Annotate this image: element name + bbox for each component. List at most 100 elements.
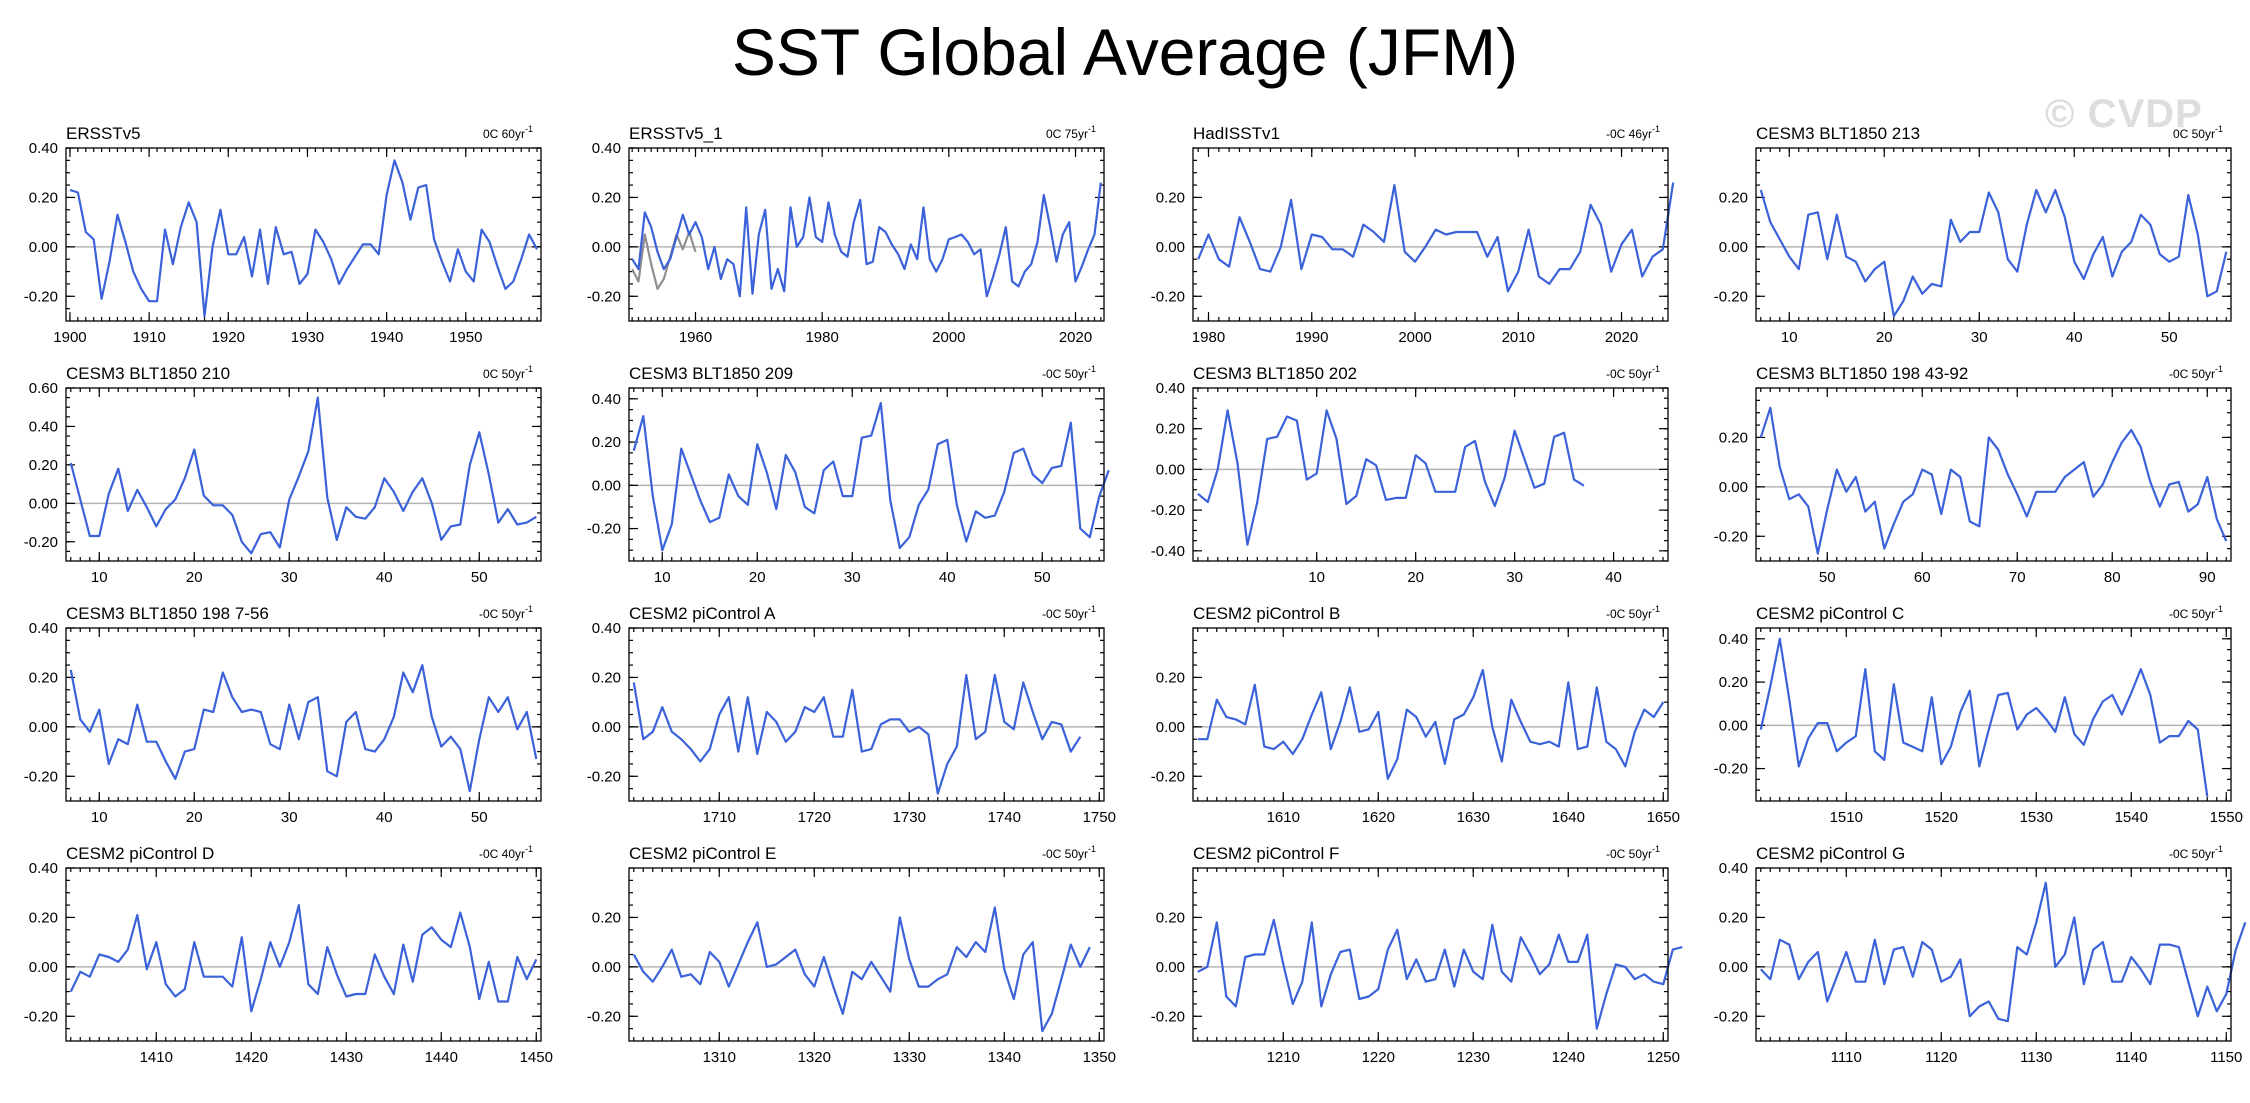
y-tick-label: 0.00 <box>1719 717 1748 734</box>
y-tick-label: -0.20 <box>24 768 58 785</box>
x-tick-label: 1240 <box>1552 1049 1585 1066</box>
y-tick-label: 0.20 <box>29 909 58 926</box>
plot-frame <box>1755 867 2232 1042</box>
y-tick-label: -0.20 <box>24 288 58 305</box>
y-tick-label: 0.00 <box>592 719 621 736</box>
trend-label: -0C 50yr-1 <box>2169 604 2223 621</box>
y-tick-label: -0.20 <box>1714 1008 1748 1025</box>
x-tick-label: 1610 <box>1267 809 1300 826</box>
x-tick-label: 1990 <box>1295 329 1328 346</box>
panel-11: CESM2 piControl B -0C 50yr-1 0.20 0.00 -0.20… <box>1151 604 1680 826</box>
x-tick-label: 1650 <box>1647 809 1680 826</box>
panel-title: CESM3 BLT1850 210 <box>66 364 230 383</box>
plot-frame <box>628 867 1105 1042</box>
y-tick-label: 0.00 <box>1156 959 1185 976</box>
x-tick-label: 1510 <box>1830 809 1863 826</box>
panel-2: ERSSTv5_1 0C 75yr-1 0.40 0.20 0.00 -0.20 1960 1… <box>587 124 1105 346</box>
x-tick-label: 2020 <box>1059 329 1092 346</box>
x-tick-label: 1540 <box>2115 809 2148 826</box>
panel-title: CESM3 BLT1850 198 7-56 <box>66 604 269 623</box>
y-tick-label: -0.20 <box>587 1008 621 1025</box>
x-tick-label: 1630 <box>1457 809 1490 826</box>
panel-1: ERSSTv5 0C 60yr-1 0.40 0.20 0.00 -0.20 1900 191… <box>24 124 542 346</box>
x-tick-label: 20 <box>186 809 203 826</box>
x-tick-label: 1230 <box>1457 1049 1490 1066</box>
panel-title: CESM2 piControl C <box>1756 604 1904 623</box>
x-tick-label: 40 <box>376 809 393 826</box>
plot-frame <box>1192 147 1669 322</box>
x-tick-label: 1980 <box>1192 329 1225 346</box>
x-tick-label: 1250 <box>1647 1049 1680 1066</box>
x-tick-label: 50 <box>471 809 488 826</box>
sst-series-line <box>632 673 1082 795</box>
plot-frame <box>1192 867 1669 1042</box>
sst-series-line <box>1759 406 2228 555</box>
x-tick-label: 1330 <box>893 1049 926 1066</box>
y-tick-label: 0.40 <box>1719 631 1748 648</box>
y-tick-label: 0.40 <box>592 391 621 408</box>
trend-label: -0C 50yr-1 <box>1042 604 1096 621</box>
panel-title: CESM3 BLT1850 209 <box>629 364 793 383</box>
y-tick-label: 0.40 <box>1719 860 1748 877</box>
panel-14: CESM2 piControl E -0C 50yr-1 0.20 0.00 -0.20… <box>587 844 1116 1066</box>
x-tick-label: 1410 <box>140 1049 173 1066</box>
y-tick-label: 0.00 <box>29 495 58 512</box>
panel-8: CESM3 BLT1850 198 43-92 -0C 50yr-1 0.20 0.0… <box>1714 364 2232 586</box>
x-tick-label: 10 <box>654 569 671 586</box>
y-tick-label: 0.00 <box>1719 959 1748 976</box>
x-tick-label: 50 <box>2161 329 2178 346</box>
x-tick-label: 20 <box>749 569 766 586</box>
x-tick-label: 1720 <box>798 809 831 826</box>
trend-label: -0C 50yr-1 <box>2169 844 2223 861</box>
y-tick-label: 0.20 <box>29 669 58 686</box>
y-tick-label: 0.20 <box>592 189 621 206</box>
x-tick-label: 20 <box>186 569 203 586</box>
y-tick-label: 0.00 <box>29 719 58 736</box>
y-tick-label: 0.00 <box>1156 719 1185 736</box>
x-tick-label: 1140 <box>2115 1049 2147 1066</box>
x-tick-label: 30 <box>1971 329 1988 346</box>
plot-frame <box>628 387 1105 562</box>
x-tick-label: 1430 <box>330 1049 363 1066</box>
panel-title: ERSSTv5_1 <box>629 124 723 143</box>
y-tick-label: 0.20 <box>1719 909 1748 926</box>
x-tick-label: 50 <box>471 569 488 586</box>
x-tick-label: 1900 <box>53 329 86 346</box>
panel-title: CESM2 piControl B <box>1193 604 1340 623</box>
x-tick-label: 1730 <box>893 809 926 826</box>
y-tick-label: 0.20 <box>592 909 621 926</box>
sst-series-line <box>1197 409 1585 546</box>
y-tick-label: -0.20 <box>1151 768 1185 785</box>
x-tick-label: 1320 <box>798 1049 831 1066</box>
panel-16: CESM2 piControl G -0C 50yr-1 0.40 0.20 0.00 -… <box>1714 844 2247 1066</box>
x-tick-label: 40 <box>1605 569 1622 586</box>
x-tick-label: 20 <box>1876 329 1893 346</box>
y-tick-label: 0.20 <box>29 189 58 206</box>
sst-series-line <box>1759 188 2228 318</box>
y-tick-label: 0.20 <box>1156 909 1185 926</box>
trend-label: 0C 50yr-1 <box>2173 124 2223 141</box>
panel-title: CESM2 piControl A <box>629 604 776 623</box>
watermark: © CVDP <box>2045 92 2203 136</box>
x-tick-label: 1960 <box>679 329 712 346</box>
sst-series-line <box>69 903 538 1013</box>
x-tick-label: 40 <box>939 569 956 586</box>
x-tick-label: 1210 <box>1267 1049 1300 1066</box>
y-tick-label: 0.00 <box>592 239 621 256</box>
x-tick-label: 1310 <box>703 1049 736 1066</box>
x-tick-label: 1340 <box>988 1049 1021 1066</box>
x-tick-label: 30 <box>281 809 298 826</box>
y-tick-label: 0.20 <box>1156 421 1185 438</box>
sst-series-line <box>631 182 1102 298</box>
x-tick-label: 30 <box>1506 569 1523 586</box>
panel-4: CESM3 BLT1850 213 0C 50yr-1 0.20 0.00 -0.20 1… <box>1714 124 2232 346</box>
panel-title: CESM2 piControl G <box>1756 844 1905 863</box>
x-tick-label: 50 <box>1819 569 1836 586</box>
y-tick-label: -0.20 <box>1151 288 1185 305</box>
plot-frame <box>65 627 542 802</box>
y-tick-label: 0.20 <box>592 669 621 686</box>
sst-series-line <box>632 402 1110 552</box>
y-tick-label: 0.20 <box>592 434 621 451</box>
y-tick-label: 0.60 <box>29 380 58 397</box>
